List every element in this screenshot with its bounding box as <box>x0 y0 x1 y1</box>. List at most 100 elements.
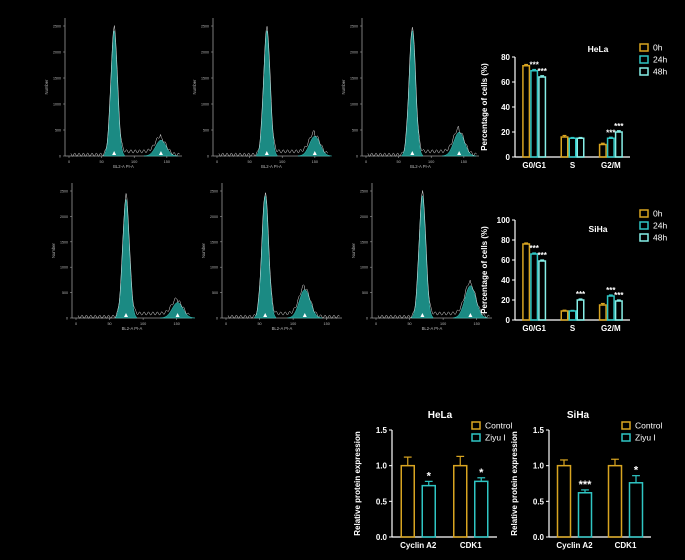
histogram-x-tick-label: 50 <box>247 160 251 164</box>
peak-marker <box>124 313 128 317</box>
histogram-y-tick-label: 2500 <box>53 25 61 29</box>
histogram-y-tick-label: 2000 <box>53 51 61 55</box>
histogram-x-tick-label: 50 <box>407 322 411 326</box>
histogram-y-axis-label: Number <box>44 79 49 94</box>
histogram-y-tick-label: 2500 <box>350 25 358 29</box>
histogram-x-axis-label: BL2-A PI-A <box>410 164 431 169</box>
peak-marker <box>264 151 269 155</box>
y-tick-label: 60 <box>501 78 510 87</box>
histogram-trace <box>77 192 190 319</box>
y-tick-label: 1.0 <box>533 462 545 471</box>
histogram-y-tick-label: 1000 <box>201 103 209 107</box>
histogram-x-tick-label: 100 <box>140 322 146 326</box>
peak-marker <box>457 151 462 155</box>
peak-marker <box>175 313 180 317</box>
histogram-hela-24h: 0 500 1000 1500 2000 2500 0 50 100 150 BL2-A PI-A N… <box>192 18 332 169</box>
y-axis-label: Relative protein expression <box>510 431 519 536</box>
x-tick-label: S <box>570 324 576 333</box>
x-tick-label: G0/G1 <box>522 161 546 170</box>
legend-entry: 48h <box>653 67 667 77</box>
histogram-y-tick-label: 500 <box>203 129 209 133</box>
legend-entry: Control <box>485 421 513 431</box>
histogram-x-axis-label: BL2-A PI-A <box>113 164 134 169</box>
histogram-y-axis-label: Number <box>341 79 346 94</box>
y-axis-label: Relative protein expression <box>353 431 362 536</box>
x-tick-label: S <box>570 161 576 170</box>
peak-marker <box>112 151 117 155</box>
x-tick-label: CDK1 <box>460 541 482 550</box>
histogram-x-tick-label: 50 <box>107 322 111 326</box>
legend-entry: 24h <box>653 55 667 65</box>
legend-entry: Ziyu I <box>485 433 506 443</box>
histogram-hela-48h: 0 500 1000 1500 2000 2500 0 50 100 150 BL2-A PI-A N… <box>341 18 479 169</box>
histogram-x-axis-label: BL2-A PI-A <box>272 326 293 331</box>
significance-label: *** <box>529 244 539 253</box>
significance-label: *** <box>579 479 593 491</box>
peak-marker <box>468 313 473 317</box>
histogram-x-tick-label: 150 <box>174 322 180 326</box>
histogram-y-tick-label: 1500 <box>53 77 61 81</box>
histogram-y-tick-label: 2000 <box>201 51 209 55</box>
y-tick-label: 40 <box>501 276 510 285</box>
legend-swatch <box>639 67 649 76</box>
y-tick-label: 0.5 <box>533 497 545 506</box>
y-tick-label: 1.5 <box>533 426 545 435</box>
histogram-y-tick-label: 500 <box>362 291 368 295</box>
histogram-x-tick-label: 0 <box>375 322 377 326</box>
histogram-y-tick-label: 1500 <box>350 77 358 81</box>
histogram-x-tick-label: 150 <box>474 322 480 326</box>
chart-title: HeLa <box>588 44 609 54</box>
y-tick-label: 1.5 <box>376 426 388 435</box>
histogram-x-tick-label: 100 <box>131 160 137 164</box>
legend-entry: Control <box>635 421 663 431</box>
histogram-x-tick-label: 150 <box>461 160 467 164</box>
peak-marker <box>263 313 268 317</box>
histogram-y-tick-label: 2000 <box>210 215 218 219</box>
x-tick-label: Cyclin A2 <box>556 541 593 550</box>
histogram-y-tick-label: 1000 <box>360 266 368 270</box>
y-tick-label: 100 <box>497 216 511 225</box>
histogram-y-tick-label: 1500 <box>60 240 68 244</box>
histogram-x-tick-label: 0 <box>68 160 70 164</box>
histogram-y-tick-label: 0 <box>59 155 61 159</box>
peak-marker <box>420 313 425 317</box>
y-tick-label: 0.0 <box>533 533 545 542</box>
legend-entry: 48h <box>653 233 667 243</box>
histogram-x-axis-label: BL2-A PI-A <box>261 164 282 169</box>
histogram-y-tick-label: 0 <box>216 317 218 321</box>
histogram-y-tick-label: 1500 <box>360 240 368 244</box>
significance-label: *** <box>529 61 539 70</box>
y-tick-label: 0 <box>506 153 511 162</box>
x-tick-label: G0/G1 <box>522 324 546 333</box>
y-axis-label: Percentage of cells (%) <box>480 63 489 151</box>
histogram-x-tick-label: 0 <box>75 322 77 326</box>
histogram-trace <box>377 190 490 319</box>
histogram-x-axis-label: BL2-A PI-A <box>422 326 443 331</box>
legend-swatch <box>621 421 631 430</box>
x-tick-label: G2/M <box>601 161 621 170</box>
histogram-y-tick-label: 1000 <box>53 103 61 107</box>
legend-swatch <box>639 43 649 52</box>
significance-label: * <box>479 467 484 479</box>
histogram-y-axis-label: Number <box>351 242 356 257</box>
significance-label: *** <box>606 286 616 295</box>
histogram-trace <box>70 25 180 157</box>
histogram-y-tick-label: 0 <box>366 317 368 321</box>
significance-label: *** <box>537 67 547 76</box>
histogram-y-tick-label: 2000 <box>60 215 68 219</box>
histogram-y-tick-label: 500 <box>62 291 68 295</box>
histogram-x-tick-label: 50 <box>396 160 400 164</box>
y-axis-label: Percentage of cells (%) <box>480 226 489 314</box>
significance-label: * <box>427 470 432 482</box>
legend-swatch <box>639 209 649 218</box>
y-tick-label: 80 <box>501 236 510 245</box>
y-tick-label: 40 <box>501 103 510 112</box>
y-tick-label: 20 <box>501 128 510 137</box>
histogram-siha-0h: 0 500 1000 1500 2000 2500 0 50 100 150 BL2-A PI-A N… <box>51 183 195 331</box>
histogram-x-tick-label: 100 <box>279 160 285 164</box>
chart-title: SiHa <box>589 224 608 234</box>
histogram-y-tick-label: 2000 <box>360 215 368 219</box>
bar-chart-4: 0.0 0.5 1.0 1.5 Relative protein expression S… <box>510 410 663 550</box>
significance-label: *** <box>537 251 547 260</box>
